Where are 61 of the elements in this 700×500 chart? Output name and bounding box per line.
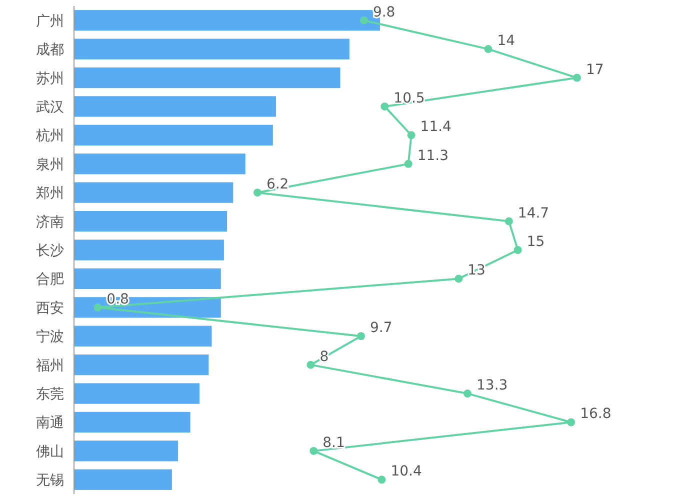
- point: [306, 360, 315, 369]
- y-tick-label: 无锡: [36, 472, 64, 489]
- bar: [74, 326, 212, 346]
- bar: [74, 67, 340, 88]
- point: [572, 74, 581, 82]
- point: [567, 418, 576, 426]
- y-tick-label: 郑州: [36, 186, 64, 202]
- y-tick-label: 成都: [36, 42, 64, 58]
- y-tick-label: 合肥: [36, 272, 64, 288]
- point: [404, 160, 412, 168]
- data-label: 17: [586, 62, 604, 78]
- point: [310, 446, 318, 455]
- point: [407, 131, 416, 140]
- y-tick-label: 南通: [36, 415, 64, 432]
- data-label: 14.7: [518, 205, 550, 222]
- y-tick-label: 泉州: [36, 156, 64, 173]
- data-label: 13.3: [476, 378, 508, 394]
- y-tick-label: 苏州: [36, 70, 64, 87]
- bar: [74, 383, 200, 404]
- bar: [74, 412, 190, 433]
- point: [356, 332, 365, 340]
- y-tick-label: 东莞: [36, 386, 64, 403]
- data-label: 15: [526, 234, 545, 250]
- y-tick-label: 广州: [36, 13, 64, 30]
- y-tick-label: 福州: [36, 358, 64, 374]
- bar: [74, 96, 276, 117]
- point: [380, 102, 389, 110]
- y-tick-label: 杭州: [35, 128, 64, 144]
- y-tick-label: 武汉: [36, 99, 64, 116]
- data-label: 10.5: [394, 90, 425, 106]
- bar: [74, 354, 209, 376]
- data-label: 8.1: [322, 434, 345, 451]
- point: [504, 217, 513, 226]
- point: [360, 16, 368, 24]
- data-label: 11.4: [420, 119, 452, 136]
- point: [514, 246, 522, 254]
- y-tick-label: 西安: [36, 300, 64, 316]
- bar: [74, 240, 224, 260]
- data-label: 11.3: [417, 148, 449, 164]
- data-label: 9.7: [370, 320, 392, 336]
- bar: [74, 38, 350, 60]
- point: [253, 188, 262, 197]
- point: [454, 274, 463, 283]
- point: [378, 476, 386, 484]
- y-tick-label: 佛山: [36, 444, 64, 460]
- bar: [74, 154, 246, 174]
- point: [94, 303, 102, 312]
- bar: [74, 440, 178, 462]
- y-tick-label: 长沙: [36, 243, 64, 259]
- data-label: 16.8: [580, 406, 612, 422]
- data-label: 14: [497, 33, 516, 50]
- bar: [74, 182, 234, 203]
- bar: [74, 210, 228, 232]
- point: [464, 390, 472, 398]
- bar: [74, 268, 221, 290]
- bar: [74, 469, 172, 490]
- y-tick-label: 宁波: [36, 329, 64, 346]
- y-tick-label: 济南: [36, 214, 64, 230]
- data-label: 10.4: [390, 464, 422, 480]
- point: [484, 45, 492, 54]
- bar: [74, 124, 273, 146]
